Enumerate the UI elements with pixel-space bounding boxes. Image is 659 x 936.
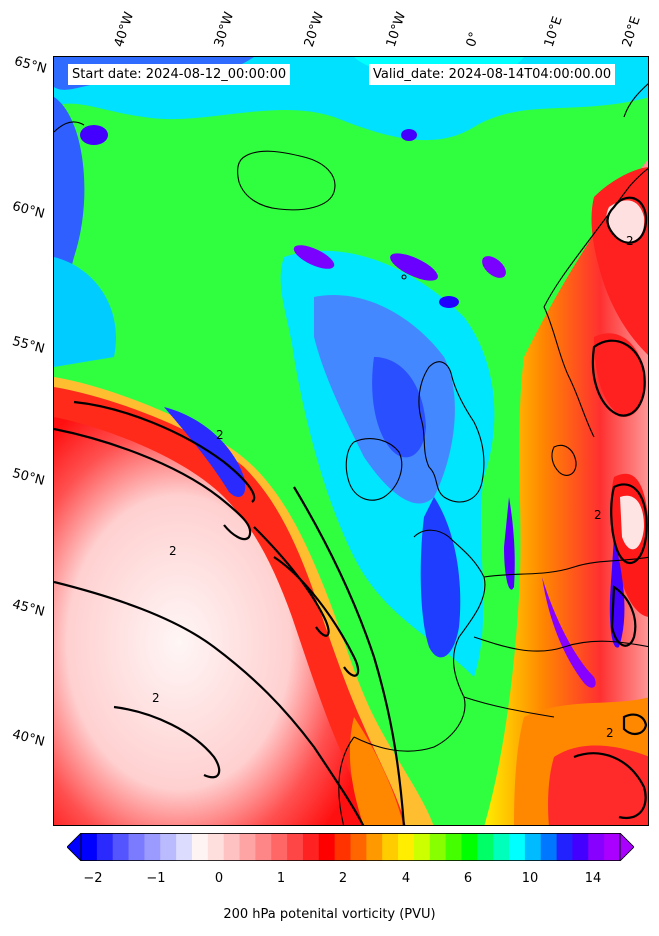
colorbar-cell [524, 833, 542, 861]
lon-label-30w: 30°W [211, 10, 238, 49]
lat-label-45n: 45°N [10, 597, 47, 620]
colorbar [67, 833, 634, 861]
colorbar-title: 200 hPa potenital vorticity (PVU) [223, 907, 436, 922]
colorbar-tick-3: 0 [214, 871, 224, 886]
colorbar-tick-9: 14 [584, 871, 602, 886]
colorbar-low-arrow [67, 833, 82, 861]
colorbar-cell [509, 833, 526, 861]
lon-label-10w: 10°W [383, 10, 410, 49]
lon-label-10e: 10°E [541, 14, 566, 50]
colorbar-cell [413, 833, 431, 861]
colorbar-tick-7: 6 [463, 871, 473, 886]
lon-label-20w: 20°W [301, 10, 328, 49]
colorbar-cell [207, 833, 225, 861]
contour-label-5: 2 [594, 508, 602, 522]
colorbar-cell [493, 833, 510, 861]
lon-label-40w: 40°W [111, 10, 138, 49]
colorbar-tick-8: 10 [521, 871, 539, 886]
lat-label-55n: 55°N [10, 334, 47, 357]
colorbar-high-arrow [619, 833, 634, 861]
lat-label-60n: 60°N [10, 199, 47, 222]
lat-label-50n: 50°N [10, 466, 47, 489]
colorbar-cell [382, 833, 399, 861]
pv-map: 2 2 2 2 2 2 [53, 56, 649, 826]
lon-label-0: 0° [463, 30, 483, 49]
valid-date-label: Valid_date: 2024-08-14T04:00:00.00 [369, 64, 616, 85]
colorbar-cell [96, 833, 114, 861]
colorbar-cell [239, 833, 256, 861]
lat-label-40n: 40°N [10, 727, 47, 750]
start-date-label: Start date: 2024-08-12_00:00:00 [68, 64, 291, 85]
lat-label-65n: 65°N [12, 54, 49, 77]
colorbar-cell [604, 833, 621, 861]
colorbar-cell [366, 833, 383, 861]
colorbar-cell [350, 833, 367, 861]
pv-contours [54, 196, 648, 825]
colorbar-cell [287, 833, 304, 861]
colorbar-tick-6: 4 [401, 871, 411, 886]
colorbar-cell [540, 833, 558, 861]
colorbar-cell [588, 833, 605, 861]
colorbar-cell [271, 833, 288, 861]
colorbar-cell [334, 833, 352, 861]
lon-label-20e: 20°E [619, 14, 644, 50]
colorbar-cell [191, 833, 209, 861]
contour-label-1: 2 [216, 428, 224, 442]
colorbar-cell [572, 833, 589, 861]
pv-field: 2 2 2 2 2 2 [54, 57, 648, 825]
colorbar-tick-2: −1 [146, 871, 166, 886]
contour-label-3: 2 [152, 691, 160, 705]
colorbar-tick-5: 2 [338, 871, 348, 886]
colorbar-cell [398, 833, 415, 861]
colorbar-cell [556, 833, 574, 861]
colorbar-cell [128, 833, 146, 861]
colorbar-cell [223, 833, 241, 861]
contour-label-4: 2 [626, 234, 634, 248]
colorbar-cell [144, 833, 161, 861]
colorbar-cell [461, 833, 478, 861]
contour-label-6: 2 [606, 726, 614, 740]
colorbar-cell [318, 833, 336, 861]
colorbar-cell [112, 833, 130, 861]
colorbar-cell [429, 833, 447, 861]
coastlines [54, 83, 648, 825]
colorbar-cell [81, 833, 98, 861]
contour-label-2: 2 [169, 544, 177, 558]
colorbar-cell [176, 833, 193, 861]
colorbar-cell [302, 833, 320, 861]
colorbar-cell [255, 833, 272, 861]
colorbar-cell [477, 833, 494, 861]
colorbar-tick-4: 1 [276, 871, 286, 886]
colorbar-cell [160, 833, 177, 861]
colorbar-tick-1: −2 [83, 871, 103, 886]
colorbar-cell [445, 833, 463, 861]
